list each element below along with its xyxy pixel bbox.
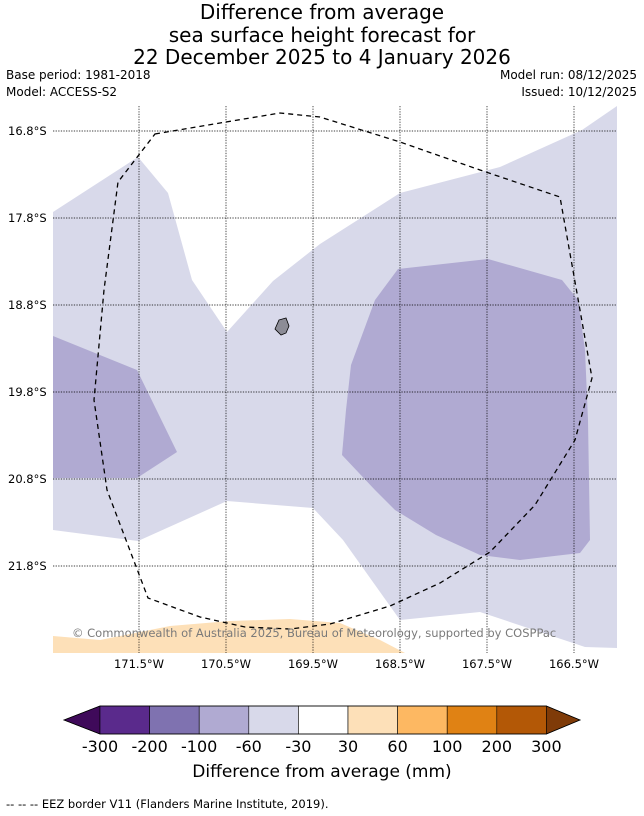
issued-date: Issued: 10/12/2025 bbox=[521, 85, 637, 99]
lon-label-3: 169.5°W bbox=[287, 657, 339, 671]
anomaly-region-minus100-east bbox=[342, 259, 590, 560]
title-line-3: 22 December 2025 to 4 January 2026 bbox=[133, 45, 511, 69]
colorbar-tick: 300 bbox=[531, 737, 562, 756]
lon-label-4: 168.5°W bbox=[374, 657, 426, 671]
colorbar-segment bbox=[298, 705, 349, 735]
lon-label-2: 170.5°W bbox=[200, 657, 252, 671]
model-run: Model run: 08/12/2025 bbox=[499, 68, 637, 82]
colorbar-tick: 200 bbox=[481, 737, 513, 756]
colorbar-segment bbox=[496, 705, 547, 735]
colorbar-segment bbox=[99, 705, 150, 735]
map bbox=[53, 106, 617, 653]
meta-right: Model run: 08/12/2025 Issued: 10/12/2025 bbox=[500, 67, 637, 101]
lat-label-1: 16.8°S bbox=[8, 124, 47, 138]
lat-label-3: 18.8°S bbox=[8, 298, 47, 312]
anomaly-region-minus100-west bbox=[53, 336, 177, 478]
colorbar-segment bbox=[149, 705, 200, 735]
colorbar-tick: 30 bbox=[337, 737, 359, 756]
colorbar-tick: -100 bbox=[181, 737, 218, 756]
colorbar-outline bbox=[62, 705, 582, 735]
title-line-1: Difference from average bbox=[199, 0, 445, 24]
colorbar-tick: -300 bbox=[81, 737, 119, 756]
grid-lines bbox=[53, 106, 617, 653]
lat-label-4: 19.8°S bbox=[8, 385, 47, 399]
copyright-notice: © Commonwealth of Australia 2025, Bureau… bbox=[72, 626, 557, 640]
lon-label-6: 166.5°W bbox=[548, 657, 600, 671]
colorbar-extend-low bbox=[63, 705, 101, 735]
lon-label-1: 171.5°W bbox=[113, 657, 165, 671]
base-period: Base period: 1981-2018 bbox=[6, 68, 151, 82]
lat-label-5: 20.8°S bbox=[8, 472, 47, 486]
colorbar-segment bbox=[248, 705, 299, 735]
colorbar-extend-high bbox=[546, 705, 581, 735]
colorbar-tick: -200 bbox=[131, 737, 168, 756]
eez-border bbox=[93, 112, 593, 630]
colorbar-segment bbox=[347, 705, 398, 735]
colorbar-segment bbox=[397, 705, 448, 735]
model-name: Model: ACCESS-S2 bbox=[6, 85, 118, 99]
meta-left: Base period: 1981-2018 Model: ACCESS-S2 bbox=[6, 67, 151, 101]
chart-title: Difference from average sea surface heig… bbox=[0, 1, 644, 69]
colorbar-segment bbox=[446, 705, 498, 735]
lon-label-5: 167.5°W bbox=[461, 657, 513, 671]
colorbar-tick: 100 bbox=[431, 737, 463, 756]
eez-legend-note: -- -- -- EEZ border V11 (Flanders Marine… bbox=[6, 797, 329, 811]
colorbar-tick: 60 bbox=[387, 737, 408, 756]
lat-label-2: 17.8°S bbox=[8, 211, 47, 225]
title-line-2: sea surface height forecast for bbox=[168, 22, 476, 47]
colorbar-tick: -60 bbox=[235, 737, 262, 756]
colorbar-tick: -30 bbox=[285, 737, 312, 756]
niue-island bbox=[274, 317, 290, 336]
colorbar-label: Difference from average (mm) bbox=[192, 762, 452, 782]
lat-label-6: 21.8°S bbox=[8, 559, 47, 573]
colorbar-segment bbox=[198, 705, 250, 735]
anomaly-region-plus30 bbox=[53, 619, 405, 653]
